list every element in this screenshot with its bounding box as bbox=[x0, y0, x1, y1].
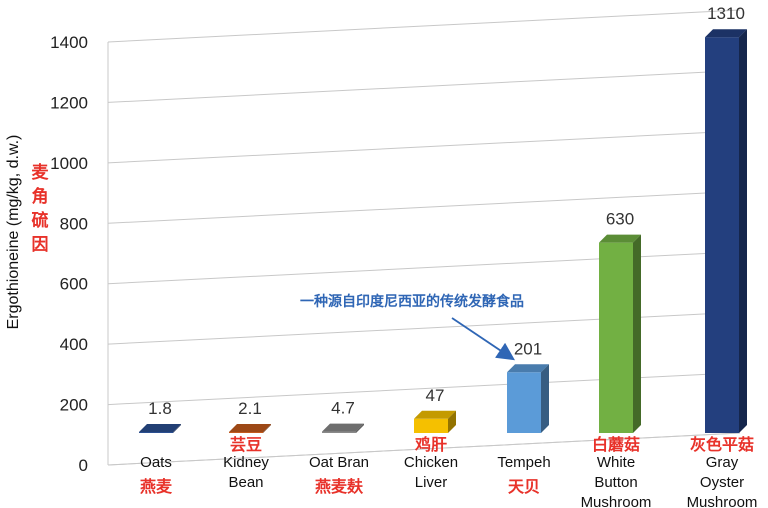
bar bbox=[229, 424, 271, 433]
bar-front bbox=[322, 431, 356, 433]
bar-side bbox=[541, 364, 549, 433]
gridlines bbox=[107, 9, 741, 466]
gridline bbox=[107, 130, 741, 164]
x-axis-line bbox=[107, 432, 741, 466]
y-axis-label-cn-char: 硫 bbox=[32, 210, 49, 231]
bars bbox=[139, 29, 747, 433]
bar-side bbox=[356, 423, 364, 433]
y-tick-label: 200 bbox=[60, 396, 88, 415]
bar bbox=[705, 29, 747, 433]
bar-top bbox=[414, 410, 456, 419]
bar bbox=[507, 364, 549, 433]
bar-side bbox=[633, 234, 641, 433]
category-label-cn: 白蘑菇 bbox=[592, 435, 640, 454]
category-label: Gray bbox=[706, 454, 739, 471]
category-label: Mushroom bbox=[581, 494, 652, 508]
y-tick-label: 600 bbox=[60, 275, 88, 294]
category-label-cn: 燕麦 bbox=[140, 477, 173, 496]
gridline bbox=[107, 372, 741, 406]
annotation-text: 一种源自印度尼西亚的传统发酵食品 bbox=[300, 293, 524, 310]
annotation-arrow bbox=[451, 317, 515, 361]
y-axis-label-cn-char: 角 bbox=[32, 186, 49, 207]
bar-value-label: 1.8 bbox=[148, 399, 172, 418]
y-axis-label-cn-char: 麦 bbox=[32, 162, 50, 183]
bar bbox=[414, 410, 456, 433]
category-label: Oats bbox=[140, 454, 172, 471]
category-label: Liver bbox=[415, 474, 448, 491]
bar bbox=[139, 424, 181, 433]
bar-front bbox=[507, 372, 541, 433]
bar-side bbox=[263, 424, 271, 433]
category-label: Oat Bran bbox=[309, 454, 369, 471]
gridline bbox=[107, 69, 741, 103]
category-label-cn: 灰色平菇 bbox=[690, 435, 754, 454]
bar-side bbox=[739, 29, 747, 433]
bar-side bbox=[173, 424, 181, 433]
category-label: Button bbox=[594, 474, 637, 491]
bar-top bbox=[229, 424, 271, 432]
bar-top bbox=[599, 234, 641, 243]
category-label-cn: 芸豆 bbox=[230, 435, 262, 454]
category-label: Kidney bbox=[223, 454, 269, 471]
category-label-cn: 燕麦麸 bbox=[315, 477, 364, 496]
bar-front bbox=[414, 418, 448, 433]
bar-top bbox=[705, 29, 747, 38]
y-tick-label: 1200 bbox=[50, 93, 88, 112]
bar-value-label: 47 bbox=[426, 386, 445, 405]
y-tick-label: 0 bbox=[79, 456, 88, 475]
bar-top bbox=[507, 364, 549, 373]
bar-top bbox=[139, 424, 181, 432]
bar-top bbox=[322, 423, 364, 432]
category-label: White bbox=[597, 454, 635, 471]
category-label: Oyster bbox=[700, 474, 744, 491]
category-label: Mushroom bbox=[687, 494, 758, 508]
bar bbox=[322, 423, 364, 433]
bar-front bbox=[229, 432, 263, 433]
bar-value-label: 630 bbox=[606, 210, 634, 229]
gridline bbox=[107, 190, 741, 224]
bar-value-label: 4.7 bbox=[331, 399, 355, 418]
y-axis-label: Ergothioneine (mg/kg, d.w.) bbox=[5, 135, 22, 330]
gridline bbox=[107, 9, 741, 43]
bar-front bbox=[705, 37, 739, 433]
y-tick-label: 1000 bbox=[50, 154, 88, 173]
category-label: Tempeh bbox=[497, 454, 550, 471]
gridline bbox=[107, 311, 741, 345]
annotation: 一种源自印度尼西亚的传统发酵食品 bbox=[300, 293, 524, 361]
category-label: Bean bbox=[228, 474, 263, 491]
bar-front bbox=[139, 432, 173, 433]
y-tick-label: 400 bbox=[60, 335, 88, 354]
bar-value-label: 2.1 bbox=[238, 399, 262, 418]
y-axis-label-cn-char: 因 bbox=[32, 235, 49, 255]
bar-front bbox=[599, 242, 633, 433]
bar bbox=[599, 234, 641, 433]
gridline bbox=[107, 251, 741, 285]
y-axis: 0 200 400 600 800 1000 1200 1400 bbox=[50, 33, 741, 475]
bar-side bbox=[448, 410, 456, 433]
category-label-cn: 天贝 bbox=[508, 477, 540, 496]
category-label-cn: 鸡肝 bbox=[414, 435, 447, 454]
y-tick-label: 1400 bbox=[50, 33, 88, 52]
bar-value-label: 201 bbox=[514, 339, 542, 358]
category-label: Chicken bbox=[404, 454, 458, 471]
y-tick-label: 800 bbox=[60, 214, 88, 233]
bar-value-label: 1310 bbox=[707, 4, 745, 23]
